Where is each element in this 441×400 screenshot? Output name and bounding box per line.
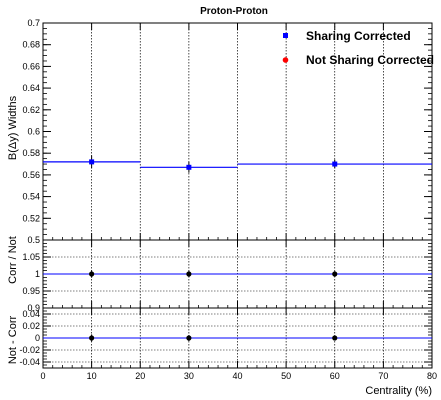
data-point [332,335,338,341]
legend-label-sharing-corrected: Sharing Corrected [306,29,411,43]
y-tick-label: 0.66 [22,61,40,71]
y-tick-label: 0.7 [27,18,40,28]
ratio-y-axis-title: Corr / Not [7,236,19,284]
data-point [332,271,338,277]
y-tick-label: 0.62 [22,105,40,115]
chart-title: Proton-Proton [200,6,268,17]
y-tick-label: -0.04 [19,357,40,367]
y-tick-label: -0.02 [19,345,40,355]
y-tick-label: 0 [35,333,40,343]
x-tick-label: 0 [40,371,45,381]
legend: Sharing Corrected Not Sharing Corrected [282,29,434,67]
difference-y-axis-title: Not - Corr [7,316,19,365]
main-y-axis-title: B(Δy) Widths [7,95,19,160]
y-tick-label: 0.68 [22,40,40,50]
legend-marker-sharing-corrected [283,33,288,38]
y-tick-label: 0.64 [22,83,40,93]
x-tick-label: 60 [330,371,340,381]
y-tick-label: 1.05 [22,252,40,262]
y-tick-label: 0.02 [22,321,40,331]
data-point [89,159,95,165]
legend-marker-not-sharing-corrected [282,57,289,63]
x-axis-title: Centrality (%) [365,385,432,397]
y-tick-label: 0.58 [22,148,40,158]
difference-panel: -0.04 -0.02 0 0.02 0.04 0 10 20 30 40 50 60 70 80 [19,307,437,381]
y-tick-label: 0.95 [22,286,40,296]
y-tick-label: 0.54 [22,192,40,202]
y-tick-label: 0.52 [22,213,40,223]
x-tick-label: 70 [378,371,388,381]
y-tick-label: 0.04 [22,309,40,319]
main-panel: 0.52 0.54 0.56 0.58 0.6 0.62 0.64 0.66 0.68 0.7 0.… [22,18,433,245]
y-tick-label-bottom: 0.5 [27,235,40,245]
data-point [89,335,95,341]
ratio-panel: 0.95 1 1.05 0.9 [22,239,433,313]
data-point [186,335,192,341]
x-tick-label: 30 [184,371,194,381]
x-tick-label: 10 [87,371,97,381]
x-tick-label: 80 [427,371,437,381]
data-point [186,271,192,277]
data-point [186,164,192,170]
data-point [89,271,95,277]
y-tick-label: 0.6 [27,127,40,137]
y-tick-label: 1 [35,269,40,279]
legend-label-not-sharing-corrected: Not Sharing Corrected [306,53,434,67]
x-tick-label: 20 [135,371,145,381]
data-point [332,161,338,167]
x-tick-label: 40 [232,371,242,381]
y-tick-label-bottom: 0.9 [27,303,40,313]
x-tick-label: 50 [281,371,291,381]
y-tick-label: 0.56 [22,170,40,180]
